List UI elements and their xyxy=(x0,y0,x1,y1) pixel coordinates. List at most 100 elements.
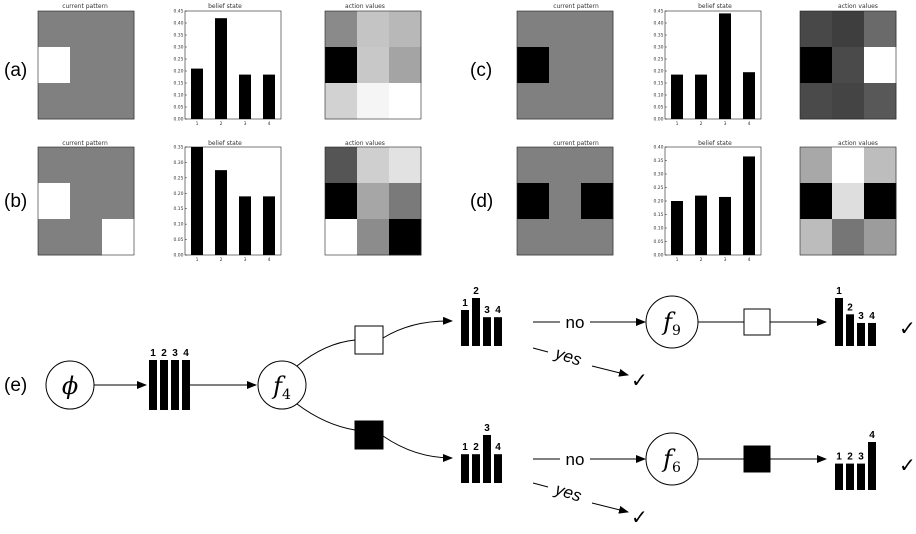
root-belief-bar-label-1: 1 xyxy=(150,348,156,359)
panel-c-belief-chart: 0.00 0.05 0.10 0.15 0.20 0.25 0.30 0.35 0.40 0.45… xyxy=(653,9,762,127)
panel-b-ytick-label: 0.35 xyxy=(173,145,183,151)
panel-c-values-title: action values xyxy=(838,3,878,10)
panel-d-belief-bar-3 xyxy=(719,196,731,255)
panel-a-xtick-label: 1 xyxy=(196,121,199,127)
panel-b-belief-bar-4 xyxy=(263,196,275,255)
panel-c-ytick-label: 0.15 xyxy=(653,81,663,87)
panel-c-value-cell-1-2 xyxy=(864,47,897,84)
panel-b-ytick-label: 0.20 xyxy=(173,191,183,197)
panel-a-pattern-cell-0-0 xyxy=(38,11,71,48)
panel-c-pattern-cell-2-0 xyxy=(517,83,550,120)
panel-b-pattern-cell-1-2 xyxy=(102,183,135,220)
panel-c-ytick-label: 0.20 xyxy=(653,69,663,75)
panel-b-belief-bar-2 xyxy=(215,170,227,255)
panel-a-pattern-title: current pattern xyxy=(62,3,108,10)
panel-c-ytick-label: 0.35 xyxy=(653,33,663,39)
panel-d-value-cell-2-1 xyxy=(832,219,865,256)
panel-d-value-cell-2-0 xyxy=(800,219,833,256)
panel-c-ytick-label: 0.45 xyxy=(653,9,663,15)
panel-d-pattern-cell-0-2 xyxy=(581,147,614,184)
panel-a-ytick-label: 0.40 xyxy=(173,21,183,27)
upper-yes-check: ✓ xyxy=(631,368,648,392)
panel-b-pattern-cell-1-1 xyxy=(70,183,103,220)
edge-lower-yes-left xyxy=(532,482,549,488)
panel-d-pattern-cell-0-1 xyxy=(549,147,582,184)
upper-no-label: no xyxy=(566,313,585,332)
panel-b-pattern-cell-2-0 xyxy=(38,219,71,256)
lower-final-bar-label-4: 4 xyxy=(869,430,875,441)
lower-final-bars: 1 2 34 xyxy=(835,430,876,490)
panel-b-value-cell-0-1 xyxy=(357,147,390,184)
panel-c-value-cell-2-1 xyxy=(832,83,865,120)
panel-b-value-cell-1-0 xyxy=(325,183,358,220)
panel-a-ytick-label: 0.10 xyxy=(173,93,183,99)
panel-c-pattern-cell-1-2 xyxy=(581,47,614,84)
panel-a-pattern-cell-1-1 xyxy=(70,47,103,84)
panel-c-pattern-title: current pattern xyxy=(553,3,599,10)
panel-d-value-cell-1-1 xyxy=(832,183,865,220)
upper-final-bar-2 xyxy=(846,314,854,346)
panel-b-xtick-label: 3 xyxy=(244,257,247,263)
upper-belief-bar-1 xyxy=(461,310,469,346)
lower-final-bar-label-2: 2 xyxy=(847,452,853,463)
upper-final-bar-label-1: 1 xyxy=(836,286,842,297)
panel-b-belief-bar-3 xyxy=(239,196,251,255)
panel-c-value-cell-2-0 xyxy=(800,83,833,120)
panel-a-xtick-label: 4 xyxy=(268,121,271,127)
panel-b-current-pattern xyxy=(37,146,135,256)
panel-a-belief-bar-2 xyxy=(215,18,227,120)
panel-c-xtick-label: 3 xyxy=(724,121,727,127)
lower-final-bar-label-1: 1 xyxy=(836,452,842,463)
panel-b-belief-title: belief state xyxy=(208,140,242,147)
root-belief-bar-3 xyxy=(171,360,179,410)
edge-lower-yes-right xyxy=(591,502,629,514)
panel-b-value-cell-2-0 xyxy=(325,219,358,256)
panel-b-pattern-cell-0-2 xyxy=(102,147,135,184)
panel-c-pattern-cell-0-0 xyxy=(517,11,550,48)
panel-c-belief-bar-4 xyxy=(743,72,755,119)
panel-d-ytick-label: 0.35 xyxy=(653,158,663,164)
panel-c-value-cell-0-2 xyxy=(864,11,897,48)
panel-d-pattern-title: current pattern xyxy=(553,140,599,147)
panel-a-current-pattern xyxy=(37,10,135,120)
panel-a-belief-title: belief state xyxy=(208,3,242,10)
panel-a-belief-chart: 0.00 0.05 0.10 0.15 0.20 0.25 0.30 0.35 0.40 0.45… xyxy=(173,9,282,127)
lower-belief-bar-1 xyxy=(461,454,469,483)
panel-a-label: (a) xyxy=(4,60,27,81)
panel-c-action-values xyxy=(799,10,897,120)
panel-d: (d) current pattern belief state 0.000.0… xyxy=(470,140,897,263)
lower-belief-bar-3 xyxy=(483,435,491,483)
panel-a-value-cell-0-0 xyxy=(325,11,358,48)
panel-b-value-cell-0-2 xyxy=(389,147,422,184)
lower-final-bar-2 xyxy=(846,463,854,490)
panel-d-belief-bar-1 xyxy=(671,201,683,255)
panel-b-value-cell-0-0 xyxy=(325,147,358,184)
lower-belief-bar-label-2: 2 xyxy=(473,442,479,453)
panel-d-pattern-cell-2-0 xyxy=(517,219,550,256)
panel-b-pattern-cell-1-0 xyxy=(38,183,71,220)
root-belief-bar-4 xyxy=(182,360,190,410)
panel-d-ytick-label: 0.25 xyxy=(653,185,663,191)
panel-b-xtick-label: 2 xyxy=(220,257,223,263)
lower-yes-label: yes xyxy=(552,479,584,506)
panel-d-values-title: action values xyxy=(838,140,878,147)
lower-belief-bar-4 xyxy=(494,454,502,483)
panel-d-ytick-label: 0.00 xyxy=(653,253,663,259)
panel-c-pattern-cell-2-2 xyxy=(581,83,614,120)
lower-final-bar-4 xyxy=(868,442,876,490)
panel-a-ytick-label: 0.00 xyxy=(173,117,183,123)
edge-upper-yes-right xyxy=(591,365,629,377)
panel-d-value-cell-0-2 xyxy=(864,147,897,184)
panel-a-pattern-cell-1-0 xyxy=(38,47,71,84)
panel-a-pattern-cell-0-1 xyxy=(70,11,103,48)
node-f4 xyxy=(257,360,307,410)
panel-a-value-cell-0-2 xyxy=(389,11,422,48)
panel-d-value-cell-1-2 xyxy=(864,183,897,220)
panel-a-ytick-label: 0.35 xyxy=(173,33,183,39)
panel-c-xtick-label: 1 xyxy=(676,121,679,127)
panel-c-value-cell-1-0 xyxy=(800,47,833,84)
panel-b-pattern-cell-0-0 xyxy=(38,147,71,184)
node-f4-subscript: 4 xyxy=(282,387,291,403)
panel-d-action-values xyxy=(799,146,897,256)
edge-white-to-upper-belief xyxy=(382,316,453,339)
